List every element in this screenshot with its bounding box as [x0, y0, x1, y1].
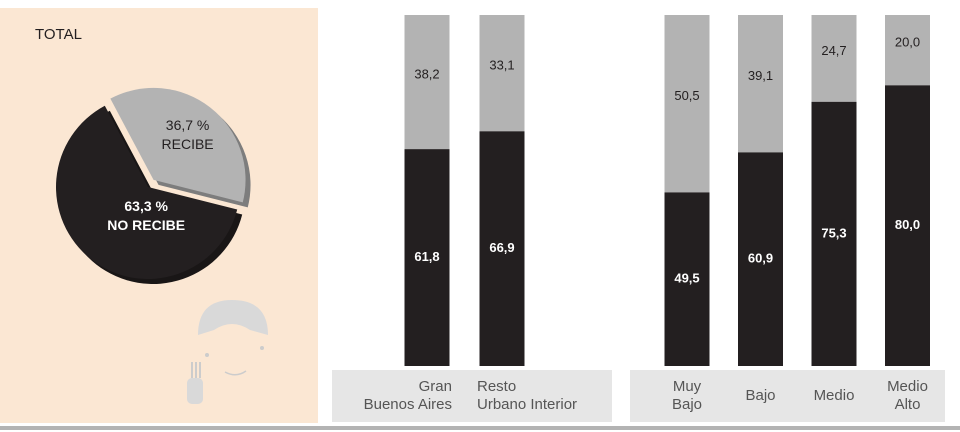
- pie-slice: [55, 105, 238, 279]
- pie-slice: [110, 87, 246, 203]
- category-panel: [332, 370, 612, 422]
- bar-segment: [404, 149, 450, 366]
- bar-segment: [811, 101, 857, 367]
- bar-segment: [479, 131, 525, 366]
- slice-value-label: 63,3 %: [124, 198, 168, 214]
- bar-segment: [664, 15, 710, 193]
- value-label: 50,5: [674, 88, 699, 103]
- value-label: 38,2: [414, 66, 439, 81]
- bar-segment: [885, 85, 930, 366]
- value-label: 61,8: [414, 249, 439, 264]
- bottom-rule: [0, 426, 960, 430]
- x-tick-label: Bajo: [745, 387, 775, 404]
- value-label: 75,3: [821, 225, 846, 240]
- value-label: 80,0: [895, 217, 920, 232]
- category-panel: [630, 370, 945, 422]
- bar-segment: [738, 152, 783, 366]
- value-label: 24,7: [821, 43, 846, 58]
- x-tick-label: Medio: [887, 378, 928, 395]
- chart-title: TOTAL: [35, 26, 82, 43]
- x-tick-label: Urbano Interior: [477, 396, 577, 413]
- bar-segment: [738, 15, 783, 153]
- value-label: 60,9: [748, 251, 773, 266]
- x-tick-label: Medio: [814, 387, 855, 404]
- slice-category-label: RECIBE: [162, 136, 214, 152]
- bar-segment: [811, 15, 857, 102]
- value-label: 33,1: [489, 58, 514, 73]
- value-label: 66,9: [489, 240, 514, 255]
- x-tick-label: Alto: [895, 396, 921, 413]
- slice-category-label: NO RECIBE: [107, 217, 185, 233]
- bar-segment: [664, 192, 710, 366]
- value-label: 20,0: [895, 35, 920, 50]
- x-tick-label: Bajo: [672, 396, 702, 413]
- face-illustration: [187, 300, 268, 404]
- x-tick-label: Muy: [673, 378, 702, 395]
- x-tick-label: Buenos Aires: [364, 396, 452, 413]
- bar-segment: [404, 15, 450, 150]
- value-label: 39,1: [748, 68, 773, 83]
- x-tick-label: Gran: [419, 378, 452, 395]
- value-label: 49,5: [674, 271, 699, 286]
- slice-value-label: 36,7 %: [166, 117, 210, 133]
- x-tick-label: Resto: [477, 378, 516, 395]
- bar-segment: [479, 15, 525, 132]
- bar-segment: [885, 15, 930, 86]
